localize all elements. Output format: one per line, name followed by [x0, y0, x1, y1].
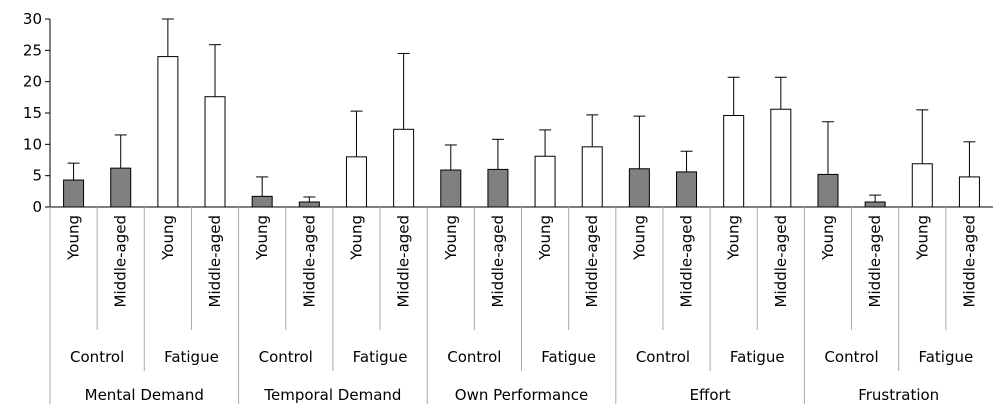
bar-own-performance-fatigue-young — [534, 155, 556, 208]
x-group-label-condition: Control — [259, 348, 313, 366]
bar-temporal-demand-control-young — [251, 195, 273, 208]
y-tick-label: 5 — [32, 167, 42, 185]
x-group-label-dimension: Mental Demand — [85, 386, 204, 404]
bar-temporal-demand-fatigue-middle-aged — [393, 128, 415, 208]
y-tick-label: 25 — [23, 41, 42, 59]
x-tick-label-age: Middle-aged — [300, 215, 318, 307]
x-axis: Young Middle-aged Young Middle-aged Young Mid… — [49, 206, 993, 404]
bar-temporal-demand-control-middle-aged — [298, 201, 320, 208]
bar-effort-control-middle-aged — [676, 171, 698, 208]
x-tick-label-age: Middle-aged — [960, 215, 978, 307]
x-group-label-condition: Control — [70, 348, 124, 366]
x-tick-label-age: Young — [536, 215, 554, 261]
x-group-label-condition: Control — [447, 348, 501, 366]
bar-frustration-fatigue-young — [911, 163, 933, 208]
x-group-label-condition: Fatigue — [918, 348, 973, 366]
x-tick-label-age: Middle-aged — [772, 215, 790, 307]
bar-effort-fatigue-middle-aged — [770, 108, 792, 208]
y-tick-label: 10 — [23, 135, 42, 153]
y-tick-label: 0 — [32, 198, 42, 216]
x-group-label-condition: Fatigue — [353, 348, 408, 366]
x-tick-label-age: Middle-aged — [583, 215, 601, 307]
y-tick-label: 15 — [23, 104, 42, 122]
x-group-label-dimension: Frustration — [858, 386, 939, 404]
x-tick-label-age: Young — [442, 215, 460, 261]
x-group-label-condition: Fatigue — [541, 348, 596, 366]
x-tick-label-age: Young — [630, 215, 648, 261]
bar-own-performance-control-young — [440, 169, 462, 208]
y-tick-label: 30 — [23, 10, 42, 28]
x-tick-label-age: Middle-aged — [489, 215, 507, 307]
bar-mental-demand-control-middle-aged — [110, 167, 132, 208]
bar-own-performance-control-middle-aged — [487, 168, 509, 208]
x-tick-label-age: Middle-aged — [678, 215, 696, 307]
x-group-label-condition: Control — [824, 348, 878, 366]
x-tick-label-age: Young — [159, 215, 177, 261]
bar-effort-fatigue-young — [723, 115, 745, 208]
x-group-label-dimension: Own Performance — [455, 386, 588, 404]
x-tick-label-age: Young — [913, 215, 931, 261]
x-tick-label-age: Middle-aged — [395, 215, 413, 307]
x-tick-label-age: Middle-aged — [866, 215, 884, 307]
x-group-label-condition: Control — [636, 348, 690, 366]
x-tick-label-age: Young — [253, 215, 271, 261]
bar-frustration-control-young — [817, 173, 839, 208]
y-tick-label: 20 — [23, 73, 42, 91]
bars — [63, 18, 980, 208]
bar-mental-demand-control-young — [63, 179, 85, 208]
bar-mental-demand-fatigue-young — [157, 56, 179, 208]
bar-mental-demand-fatigue-middle-aged — [204, 96, 226, 208]
x-group-label-dimension: Temporal Demand — [263, 386, 401, 404]
x-tick-label-age: Young — [65, 215, 83, 261]
bar-frustration-control-middle-aged — [864, 201, 886, 208]
x-tick-label-age: Middle-aged — [112, 215, 130, 307]
x-group-label-condition: Fatigue — [730, 348, 785, 366]
bar-frustration-fatigue-middle-aged — [958, 176, 980, 208]
x-tick-label-age: Young — [725, 215, 743, 261]
x-tick-label-age: Young — [819, 215, 837, 261]
bar-temporal-demand-fatigue-young — [345, 156, 367, 208]
y-axis: 0 5 10 15 20 25 30 — [23, 10, 51, 216]
x-group-label-dimension: Effort — [690, 386, 731, 404]
bar-own-performance-fatigue-middle-aged — [581, 146, 603, 208]
x-tick-label-age: Middle-aged — [206, 215, 224, 307]
x-group-label-condition: Fatigue — [164, 348, 219, 366]
x-tick-label-age: Young — [347, 215, 365, 261]
bar-effort-control-young — [628, 168, 650, 208]
